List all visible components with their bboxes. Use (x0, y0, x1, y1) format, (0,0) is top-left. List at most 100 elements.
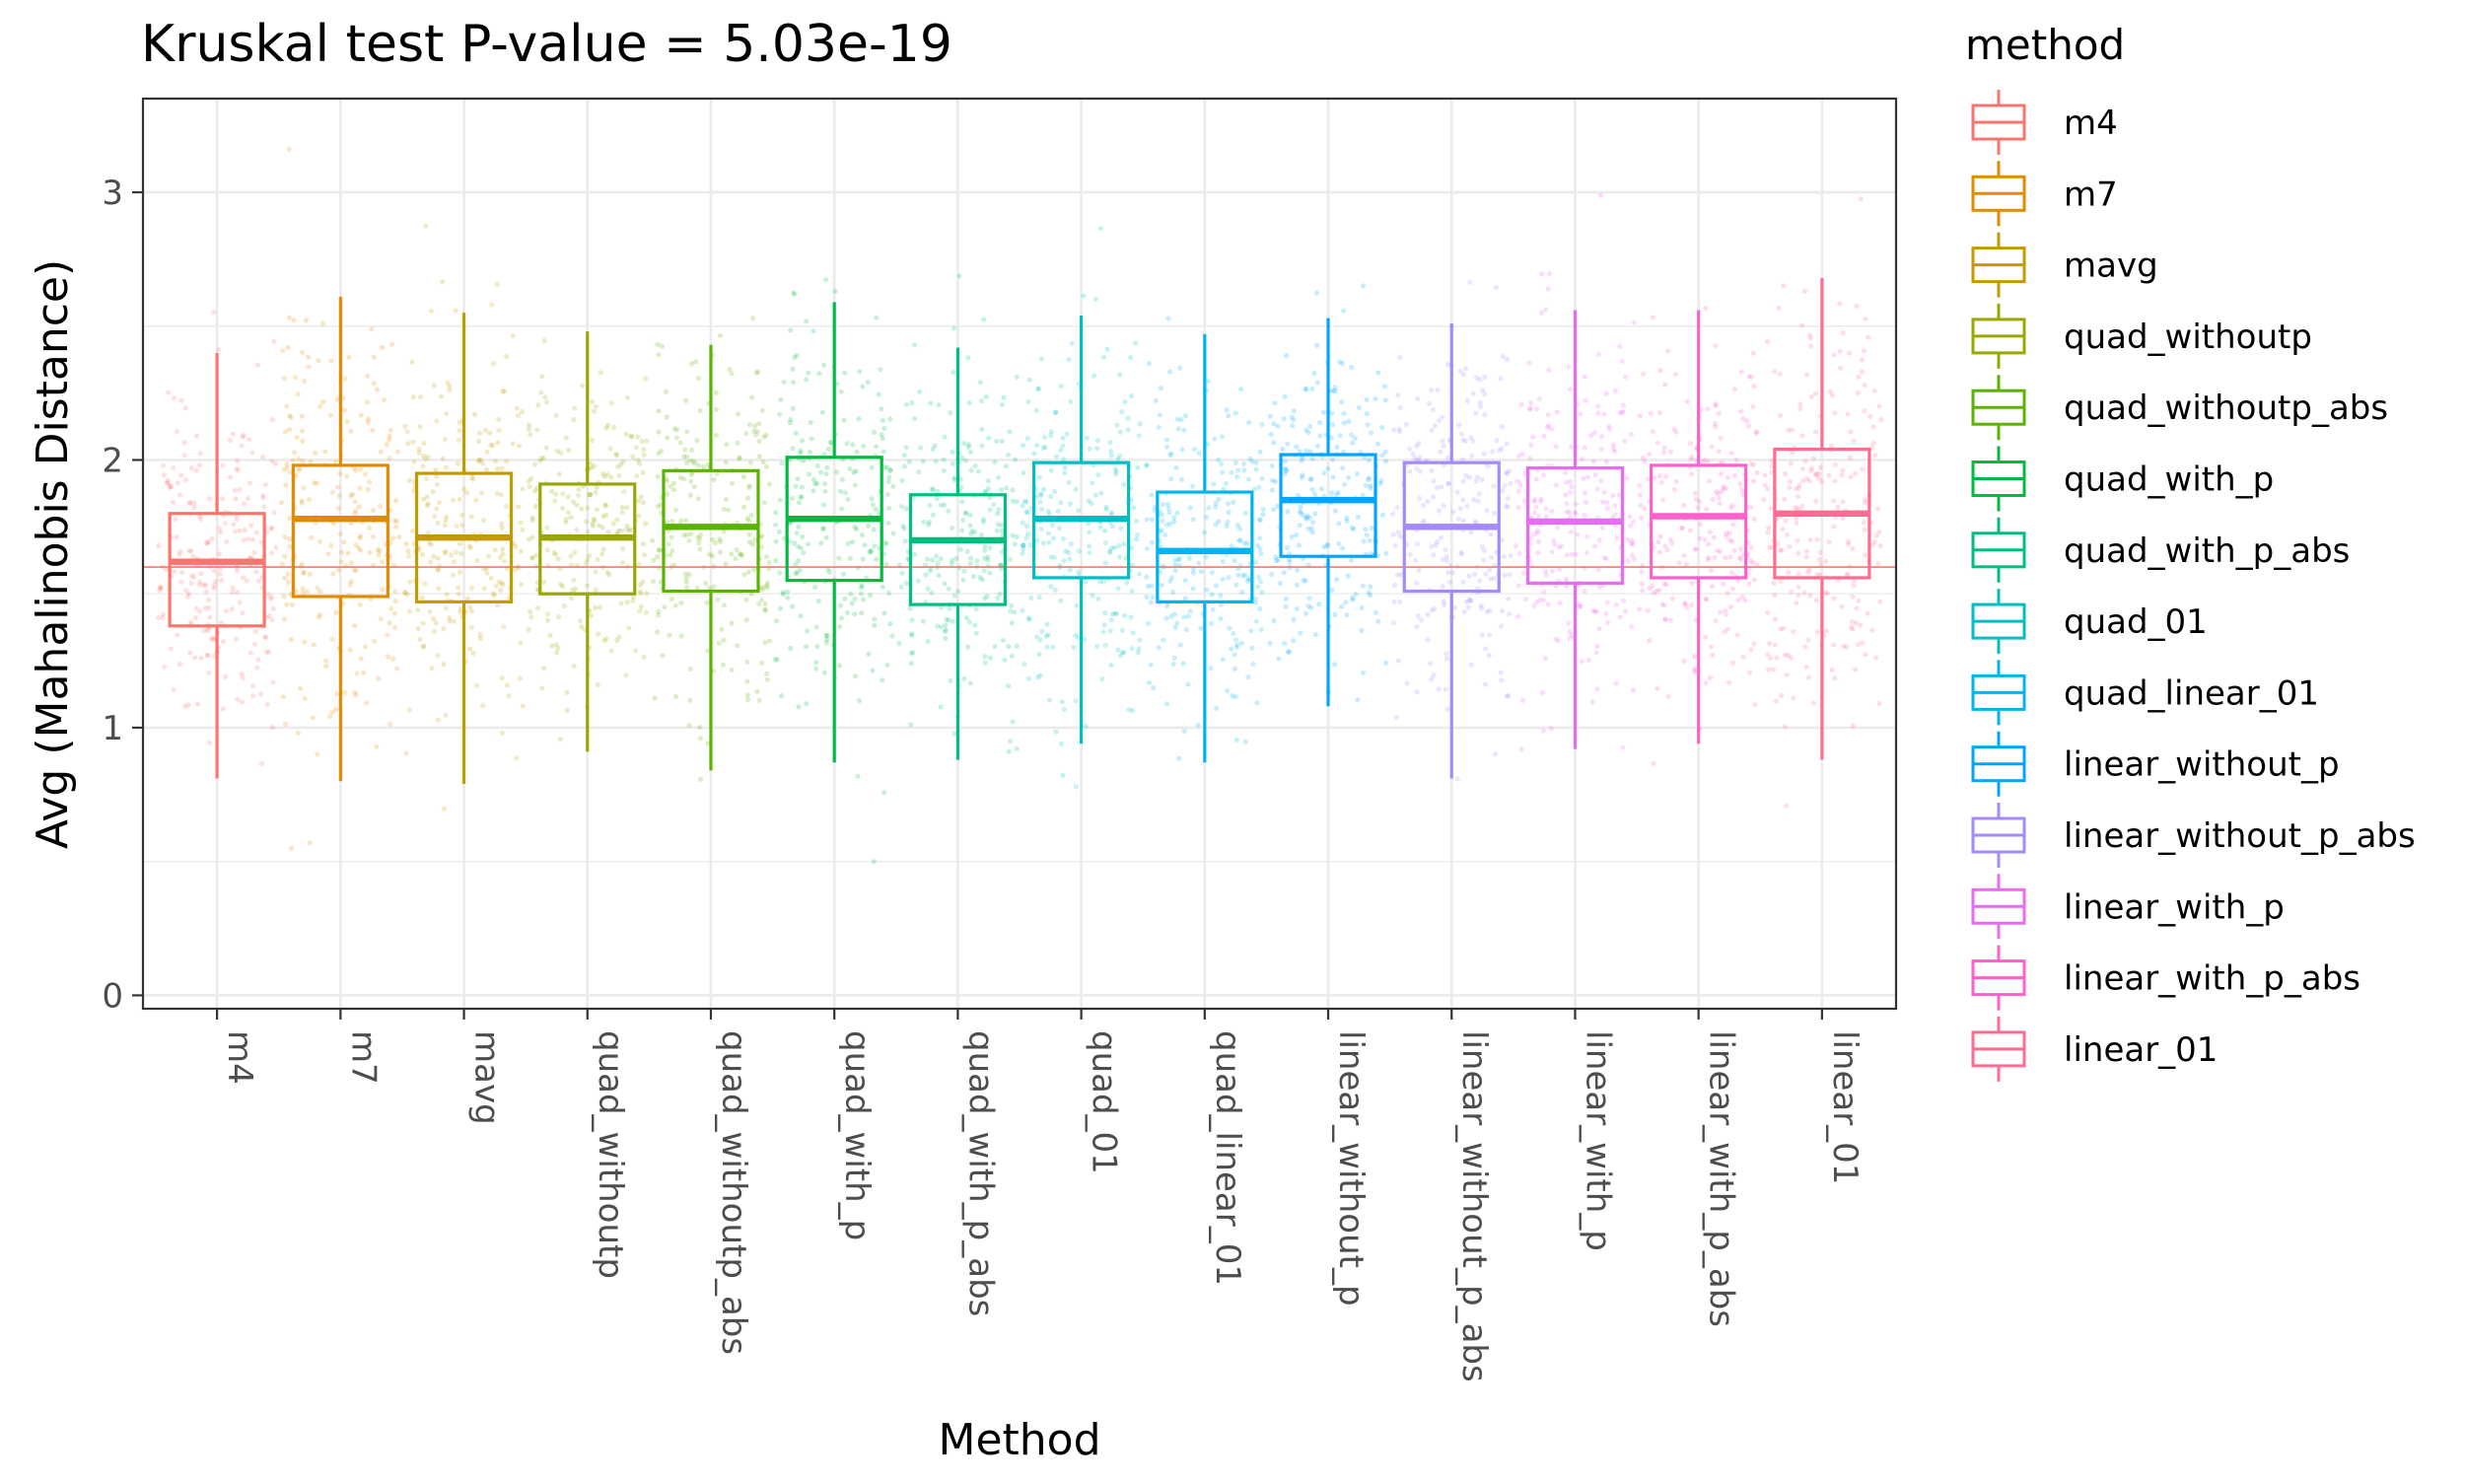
jitter-point (793, 561, 799, 567)
jitter-point (951, 593, 957, 599)
jitter-point (559, 505, 566, 512)
jitter-point (1257, 518, 1263, 524)
jitter-point (985, 477, 991, 484)
box-iqr (168, 512, 266, 628)
jitter-point (1862, 383, 1867, 389)
jitter-point (1647, 452, 1653, 458)
jitter-point (300, 349, 306, 355)
jitter-point (468, 624, 474, 631)
jitter-point (1557, 566, 1563, 572)
jitter-point (1240, 460, 1247, 467)
jitter-point (982, 654, 988, 660)
jitter-point (794, 352, 800, 358)
jitter-point (903, 445, 909, 451)
jitter-point (480, 460, 486, 466)
jitter-point (845, 540, 851, 547)
jitter-point (600, 546, 606, 552)
jitter-point (168, 483, 174, 489)
jitter-point (334, 690, 340, 697)
jitter-point (529, 555, 535, 561)
jitter-point (261, 504, 267, 510)
jitter-point (519, 409, 525, 415)
jitter-point (608, 400, 615, 406)
jitter-point (185, 591, 192, 597)
jitter-point (171, 464, 176, 471)
jitter-point (1049, 522, 1055, 529)
jitter-point (1241, 467, 1247, 473)
jitter-point (683, 397, 689, 403)
jitter-point (284, 460, 290, 467)
jitter-point (1531, 603, 1537, 609)
jitter-point (1540, 472, 1546, 478)
jitter-point (1499, 424, 1505, 430)
jitter-point (434, 418, 440, 424)
jitter-point (500, 546, 506, 552)
jitter-point (1316, 601, 1322, 607)
jitter-point (668, 552, 673, 558)
jitter-point (1639, 569, 1645, 575)
jitter-point (681, 532, 687, 538)
jitter-point (1301, 577, 1306, 584)
jitter-point (1468, 530, 1474, 535)
jitter-point (227, 438, 233, 444)
jitter-point (436, 499, 442, 506)
jitter-point (1594, 686, 1600, 692)
jitter-point (600, 513, 606, 520)
jitter-point (841, 417, 847, 423)
jitter-point (440, 279, 446, 285)
jitter-point (314, 480, 320, 486)
jitter-point (1014, 499, 1020, 505)
jitter-point (1754, 429, 1760, 435)
jitter-point (299, 561, 305, 567)
jitter-point (426, 540, 432, 546)
jitter-point (205, 627, 211, 634)
jitter-point (1640, 588, 1646, 594)
jitter-point (1291, 408, 1297, 414)
jitter-point (572, 586, 579, 592)
jitter-point (1753, 430, 1759, 436)
jitter-point (1074, 602, 1080, 608)
jitter-point (1414, 465, 1420, 471)
jitter-point (689, 447, 695, 453)
jitter-point (560, 491, 566, 497)
jitter-point (1713, 402, 1719, 409)
jitter-point (1373, 609, 1378, 616)
jitter-point (773, 510, 779, 516)
jitter-point (1572, 509, 1578, 516)
jitter-point (839, 476, 846, 482)
jitter-point (766, 559, 772, 566)
jitter-point (961, 441, 967, 447)
jitter-point (538, 456, 544, 461)
jitter-point (640, 579, 646, 585)
jitter-point (380, 559, 386, 565)
jitter-point (1515, 453, 1522, 459)
jitter-point (1060, 772, 1066, 779)
jitter-point (941, 457, 947, 462)
jitter-point (681, 454, 687, 459)
jitter-point (1363, 527, 1369, 532)
jitter-point (327, 412, 333, 418)
jitter-point (1171, 515, 1177, 521)
jitter-point (249, 536, 256, 543)
jitter-point (1290, 423, 1296, 429)
jitter-point (358, 533, 364, 539)
jitter-point (1788, 655, 1794, 661)
y-tick-label: 3 (102, 174, 123, 213)
jitter-point (1239, 589, 1245, 596)
jitter-point (1528, 534, 1534, 541)
jitter-point (1427, 400, 1433, 406)
jitter-point (1238, 640, 1244, 646)
jitter-point (1206, 505, 1212, 511)
jitter-point (428, 559, 434, 565)
jitter-point (1340, 465, 1346, 471)
jitter-point (1445, 362, 1451, 368)
jitter-point (800, 533, 806, 540)
jitter-point (518, 548, 524, 554)
jitter-point (847, 465, 853, 472)
jitter-point (753, 432, 759, 438)
jitter-point (1479, 388, 1486, 393)
jitter-point (211, 568, 217, 574)
jitter-point (1375, 618, 1381, 624)
jitter-point (890, 483, 896, 489)
jitter-point (488, 576, 494, 582)
